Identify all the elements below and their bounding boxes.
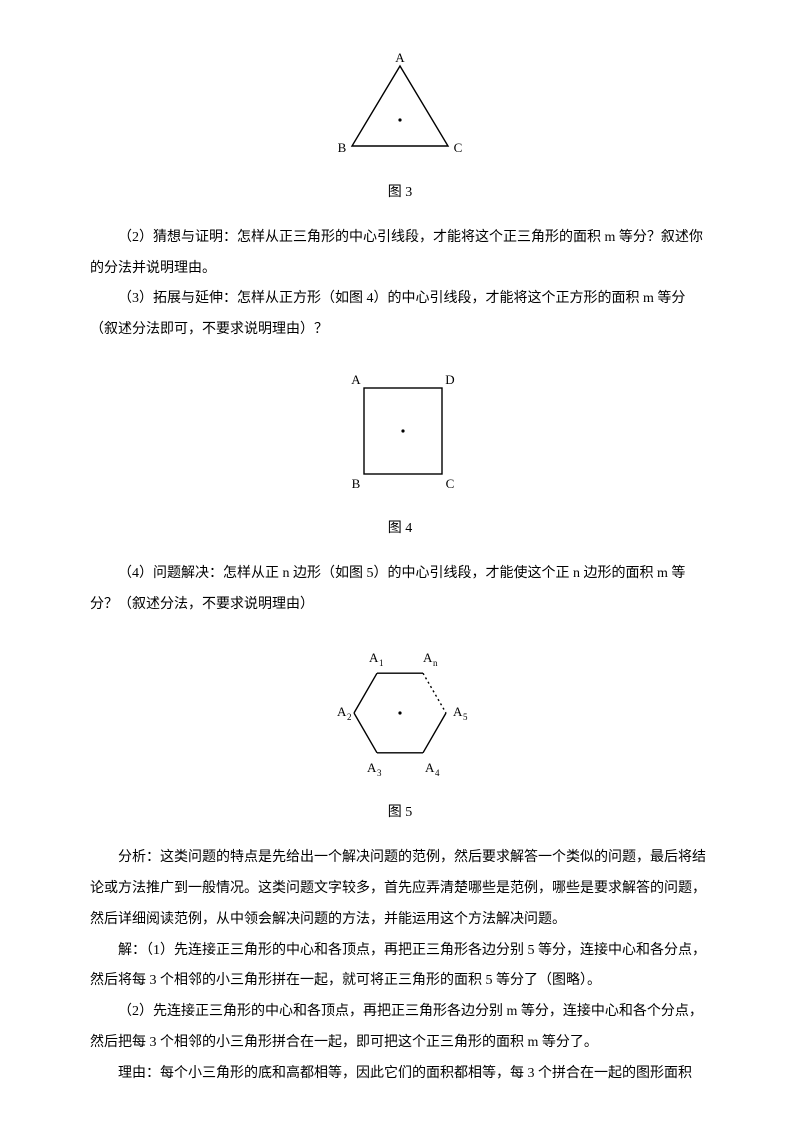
svg-text:A: A [395, 50, 405, 65]
svg-text:3: 3 [377, 768, 382, 778]
svg-text:C: C [446, 476, 455, 491]
svg-text:1: 1 [379, 658, 384, 668]
svg-text:4: 4 [435, 768, 440, 778]
solution-2: （2）先连接正三角形的中心和各顶点，再把正三角形各边分别 m 等分，连接中心和各… [90, 997, 710, 1059]
page: A B C 图 3 （2）猜想与证明：怎样从正三角形的中心引线段，才能将这个正三角形… [0, 0, 800, 1132]
svg-text:D: D [445, 372, 454, 387]
svg-text:n: n [433, 658, 438, 668]
hexagon-diagram: A1AnA2A5A3A4 [305, 638, 495, 788]
svg-text:A: A [425, 760, 435, 775]
figure-3-caption: 图 3 [90, 178, 710, 209]
solution-1: 解：（1）先连接正三角形的中心和各顶点，再把正三角形各边分别 5 等分，连接中心… [90, 936, 710, 998]
svg-text:A: A [367, 760, 377, 775]
figure-4: A B C D [90, 364, 710, 508]
figure-5: A1AnA2A5A3A4 [90, 638, 710, 792]
svg-text:5: 5 [463, 712, 468, 722]
svg-text:A: A [423, 650, 433, 665]
svg-text:A: A [351, 372, 361, 387]
figure-3: A B C [90, 48, 710, 172]
svg-text:2: 2 [347, 712, 352, 722]
triangle-diagram: A B C [320, 48, 480, 168]
svg-text:C: C [454, 140, 463, 155]
square-diagram: A B C D [320, 364, 480, 504]
reason: 理由：每个小三角形的底和高都相等，因此它们的面积都相等，每 3 个拼合在一起的图… [90, 1059, 710, 1090]
svg-text:B: B [352, 476, 361, 491]
figure-5-caption: 图 5 [90, 798, 710, 829]
question-4: （4）问题解决：怎样从正 n 边形（如图 5）的中心引线段，才能使这个正 n 边… [90, 559, 710, 621]
svg-text:B: B [338, 140, 347, 155]
question-2: （2）猜想与证明：怎样从正三角形的中心引线段，才能将这个正三角形的面积 m 等分… [90, 223, 710, 285]
figure-4-caption: 图 4 [90, 514, 710, 545]
analysis: 分析：这类问题的特点是先给出一个解决问题的范例，然后要求解答一个类似的问题，最后… [90, 843, 710, 935]
svg-text:A: A [453, 704, 463, 719]
question-3: （3）拓展与延伸：怎样从正方形（如图 4）的中心引线段，才能将这个正方形的面积 … [90, 284, 710, 346]
svg-text:A: A [337, 704, 347, 719]
svg-text:A: A [369, 650, 379, 665]
